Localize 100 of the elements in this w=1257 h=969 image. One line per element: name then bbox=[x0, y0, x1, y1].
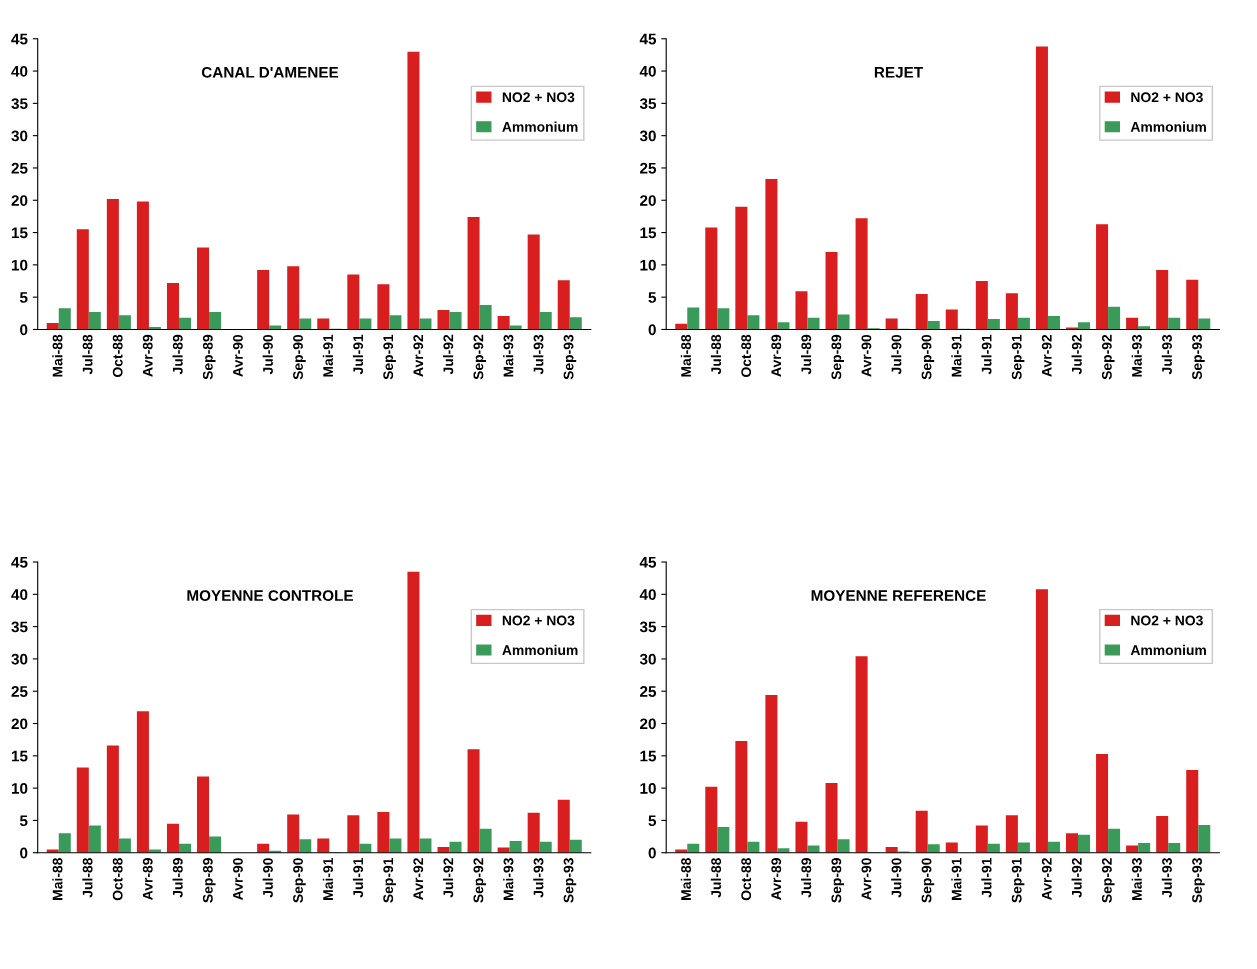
y-tick-label: 15 bbox=[11, 750, 28, 762]
x-tick-label: Sep-89 bbox=[202, 858, 216, 903]
x-tick-label: Mai-93 bbox=[503, 334, 514, 377]
legend-label: NO2 + NO3 bbox=[1131, 92, 1203, 103]
legend-label: NO2 + NO3 bbox=[1131, 615, 1203, 626]
x-tick-label: Avr-90 bbox=[233, 334, 243, 377]
y-tick-label: 45 bbox=[639, 33, 657, 45]
x-tick-label: Sep-93 bbox=[1192, 858, 1205, 903]
x-tick-label: Sep-90 bbox=[921, 858, 935, 903]
x-tick-label: Avr-92 bbox=[413, 858, 424, 900]
x-tick-label: Sep-89 bbox=[831, 858, 845, 903]
x-tick-label: Mai-88 bbox=[52, 858, 63, 900]
y-tick-label: 10 bbox=[11, 259, 28, 271]
x-tick-label: Sep-91 bbox=[383, 857, 396, 903]
y-tick-label: 0 bbox=[648, 847, 656, 859]
x-tick-label: Sep-91 bbox=[383, 334, 396, 380]
y-tick-label: 5 bbox=[648, 815, 657, 827]
y-tick-label: 35 bbox=[11, 98, 28, 110]
x-tick-label: Sep-90 bbox=[293, 858, 306, 903]
y-tick-label: 10 bbox=[640, 259, 656, 271]
x-tick-label: Avr-89 bbox=[771, 334, 782, 377]
x-tick-label: Sep-93 bbox=[563, 858, 577, 903]
y-tick-label: 5 bbox=[19, 815, 28, 827]
text: MOYENNE CONTROLE bbox=[187, 590, 354, 602]
x-tick-label: Jul-93 bbox=[533, 858, 544, 898]
y-tick-label: 5 bbox=[648, 292, 657, 303]
x-tick-label: Avr-92 bbox=[1041, 858, 1052, 900]
y-tick-label: 0 bbox=[648, 324, 656, 336]
legend-label: Ammonium bbox=[1130, 644, 1206, 656]
y-tick-label: 30 bbox=[639, 130, 656, 142]
x-tick-label: Oct-88 bbox=[112, 858, 123, 901]
x-tick-label: Mai-88 bbox=[680, 334, 691, 377]
y-tick-label: 20 bbox=[11, 195, 28, 206]
y-tick-label: 40 bbox=[11, 65, 28, 77]
x-tick-label: Jul-88 bbox=[710, 334, 722, 375]
x-tick-label: Jul-90 bbox=[891, 334, 902, 375]
x-tick-label: Jul-88 bbox=[82, 858, 93, 898]
y-tick-label: 35 bbox=[639, 98, 657, 110]
x-tick-label: Jul-90 bbox=[262, 334, 273, 375]
y-tick-label: 20 bbox=[640, 195, 656, 206]
y-tick-label: 20 bbox=[640, 718, 656, 730]
x-tick-label: Mai-93 bbox=[503, 858, 514, 900]
legend-label: Ammonium bbox=[502, 644, 578, 656]
x-tick-label: Jul-93 bbox=[1161, 858, 1172, 898]
x-tick-label: Sep-92 bbox=[1101, 334, 1115, 380]
y-tick-label: 45 bbox=[11, 33, 28, 45]
x-tick-label: Jul-91 bbox=[352, 334, 364, 375]
x-tick-label: Sep-91 bbox=[1011, 334, 1025, 380]
y-tick-label: 25 bbox=[11, 686, 28, 697]
y-tick-label: 35 bbox=[11, 621, 28, 633]
text: MOYENNE REFERENCE bbox=[811, 590, 986, 602]
y-tick-label: 30 bbox=[11, 130, 28, 142]
x-tick-label: Sep-89 bbox=[831, 334, 845, 380]
y-tick-label: 40 bbox=[639, 65, 656, 77]
y-tick-label: 45 bbox=[639, 557, 657, 568]
x-tick-label: Jul-89 bbox=[172, 334, 183, 375]
y-tick-label: 30 bbox=[639, 653, 656, 665]
y-tick-label: 5 bbox=[19, 292, 28, 303]
x-tick-label: Sep-93 bbox=[1192, 334, 1205, 380]
y-tick-label: 40 bbox=[11, 589, 28, 601]
x-tick-label: Jul-91 bbox=[352, 857, 364, 898]
y-tick-label: 0 bbox=[20, 847, 28, 859]
legend-label: Ammonium bbox=[1130, 121, 1206, 132]
x-tick-label: Jul-89 bbox=[801, 334, 812, 375]
y-tick-label: 15 bbox=[640, 750, 657, 762]
y-tick-label: 15 bbox=[11, 227, 28, 239]
x-tick-label: Mai-91 bbox=[951, 857, 962, 900]
y-tick-label: 35 bbox=[639, 621, 657, 633]
text: REJET bbox=[874, 67, 923, 78]
y-tick-label: 10 bbox=[640, 782, 656, 794]
legend-label: Ammonium bbox=[502, 121, 578, 132]
text: CANAL D'AMENEE bbox=[201, 66, 339, 78]
x-tick-label: Avr-89 bbox=[771, 858, 782, 900]
x-tick-label: Mai-88 bbox=[52, 334, 63, 377]
y-tick-label: 45 bbox=[11, 557, 28, 568]
x-tick-label: Mai-91 bbox=[951, 334, 962, 377]
x-tick-label: Mai-91 bbox=[322, 334, 334, 377]
legend-label: NO2 + NO3 bbox=[502, 92, 575, 103]
x-tick-label: Sep-92 bbox=[473, 858, 487, 903]
x-tick-label: Oct-88 bbox=[112, 334, 123, 377]
y-tick-label: 20 bbox=[11, 718, 28, 730]
y-tick-label: 25 bbox=[640, 686, 657, 697]
y-tick-label: 10 bbox=[11, 782, 28, 794]
x-tick-label: Sep-92 bbox=[473, 334, 487, 380]
y-tick-label: 40 bbox=[639, 589, 656, 601]
x-tick-label: Jul-91 bbox=[981, 857, 992, 898]
x-tick-label: Avr-89 bbox=[142, 334, 153, 377]
legend-label: NO2 + NO3 bbox=[502, 615, 575, 626]
x-tick-label: Jul-92 bbox=[1071, 334, 1082, 375]
x-tick-label: Sep-91 bbox=[1011, 857, 1025, 903]
x-tick-label: Jul-92 bbox=[443, 858, 454, 898]
x-tick-label: Mai-93 bbox=[1131, 858, 1142, 900]
x-tick-label: Jul-92 bbox=[1071, 858, 1082, 898]
x-tick-label: Jul-93 bbox=[1161, 334, 1172, 375]
x-tick-label: Avr-89 bbox=[142, 858, 153, 900]
x-tick-label: Jul-88 bbox=[710, 858, 722, 898]
y-tick-label: 15 bbox=[640, 227, 657, 239]
x-tick-label: Jul-92 bbox=[443, 334, 454, 375]
x-tick-label: Avr-90 bbox=[861, 334, 872, 377]
x-tick-label: Jul-89 bbox=[801, 858, 812, 898]
